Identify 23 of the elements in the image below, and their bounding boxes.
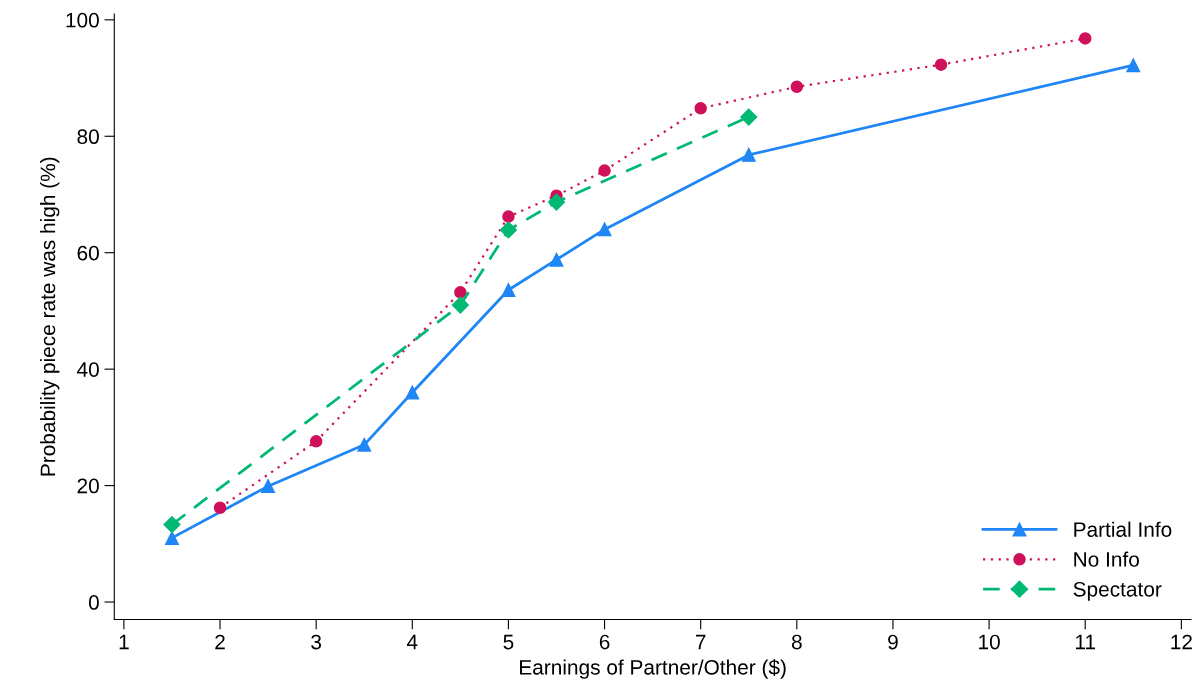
y-tick-label: 60 xyxy=(77,245,99,261)
x-axis-title: Earnings of Partner/Other ($) xyxy=(520,659,786,679)
x-tick-label: 11 xyxy=(1076,634,1096,650)
x-tick-label: 7 xyxy=(695,634,706,650)
y-tick-label: 40 xyxy=(77,362,99,377)
x-tick-label: 2 xyxy=(215,634,225,650)
x-tick-label: 5 xyxy=(503,634,514,650)
y-axis-title: Probability piece rate was high (%) xyxy=(39,157,60,476)
x-tick-label: 12 xyxy=(1171,634,1192,650)
y-tick-label: 0 xyxy=(88,595,99,610)
x-tick-label: 4 xyxy=(406,634,418,650)
y-tick-label: 100 xyxy=(66,12,99,28)
x-tick-label: 6 xyxy=(599,634,610,650)
x-tick-label: 3 xyxy=(311,634,322,650)
legend-label: Spectator xyxy=(1073,581,1162,601)
x-tick-label: 8 xyxy=(791,634,802,650)
x-tick-label: 10 xyxy=(979,634,1000,650)
legend-label: No Info xyxy=(1074,551,1139,567)
x-tick-label: 9 xyxy=(888,634,898,650)
x-tick-label: 1 xyxy=(119,634,129,650)
y-tick-label: 80 xyxy=(77,129,99,145)
legend-label: Partial Info xyxy=(1074,521,1172,537)
y-tick-label: 20 xyxy=(77,478,99,494)
